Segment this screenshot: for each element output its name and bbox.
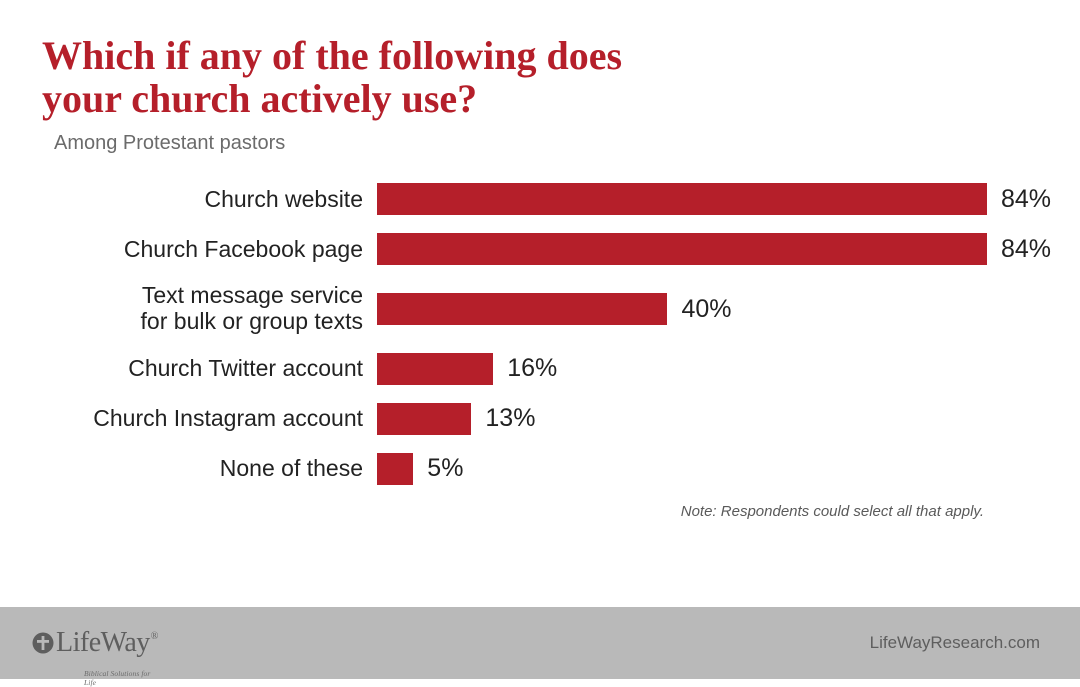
bar-container: 40% [377,293,1038,325]
chart-row: Text message servicefor bulk or group te… [42,283,1038,335]
bar-label: Text message servicefor bulk or group te… [42,283,377,335]
bar-fill [377,233,987,265]
bar-value: 84% [1001,185,1051,214]
chart-subtitle: Among Protestant pastors [54,132,1038,155]
bar-fill [377,183,987,215]
bar-label: None of these [42,456,377,482]
logo-tagline: Biblical Solutions for Life [84,669,157,687]
bar-value: 84% [1001,235,1051,264]
bar-value: 16% [507,354,557,383]
footer-bar: LifeWay® Biblical Solutions for Life Lif… [0,607,1080,679]
bar-value: 13% [485,404,535,433]
brand-logo: LifeWay® Biblical Solutions for Life [32,627,157,659]
title-line-1: Which if any of the following does [42,33,622,78]
bar-container: 16% [377,353,1038,385]
chart-row: None of these 5% [42,453,1038,485]
chart-row: Church Twitter account 16% [42,353,1038,385]
bar-label: Church Instagram account [42,406,377,432]
bar-value: 5% [427,454,463,483]
chart-row: Church Instagram account 13% [42,403,1038,435]
bar-fill [377,293,667,325]
bar-container: 13% [377,403,1038,435]
bar-label: Church Facebook page [42,237,377,263]
bar-fill [377,353,493,385]
bar-fill [377,453,413,485]
bar-container: 5% [377,453,1038,485]
chart-note: Note: Respondents could select all that … [42,503,1038,520]
bar-value: 40% [681,295,731,324]
chart-row: Church website84% [42,183,1038,215]
chart-row: Church Facebook page84% [42,233,1038,265]
chart-title: Which if any of the following does your … [42,34,1038,120]
bar-chart: Church website84% Church Facebook page84%… [42,183,1038,485]
bar-container: 84% [377,233,1051,265]
bar-label: Church Twitter account [42,356,377,382]
logo-mark-icon [32,632,54,654]
title-line-2: your church actively use? [42,76,477,121]
footer-url: LifeWayResearch.com [870,633,1040,653]
bar-container: 84% [377,183,1051,215]
bar-label: Church website [42,187,377,213]
bar-fill [377,403,471,435]
logo-text: LifeWay® [56,627,157,659]
